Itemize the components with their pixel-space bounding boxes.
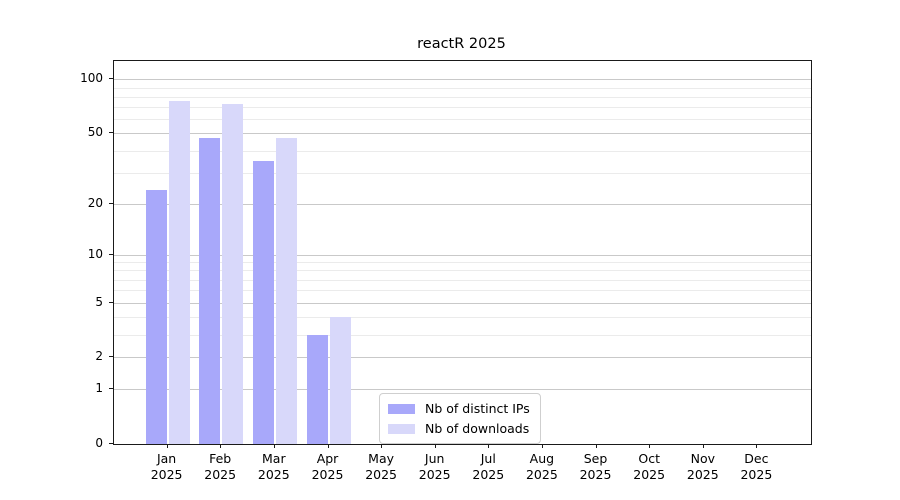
y-tick	[109, 443, 113, 444]
x-tick-label: Mar 2025	[257, 451, 290, 482]
gridline-minor	[114, 119, 811, 121]
chart-title: reactR 2025	[417, 36, 506, 52]
x-tick	[327, 444, 329, 448]
legend-item-distinct-ips: Nb of distinct IPs	[388, 401, 530, 416]
x-tick-label: Sep 2025	[579, 451, 612, 482]
x-tick-label: Feb 2025	[204, 451, 237, 482]
x-tick	[649, 444, 651, 448]
legend-label-downloads: Nb of downloads	[425, 421, 530, 436]
y-tick-label: 2	[95, 349, 103, 364]
x-tick	[541, 444, 543, 448]
legend-swatch-downloads	[388, 423, 415, 434]
x-tick-label: Dec 2025	[740, 451, 773, 482]
gridline-minor	[114, 290, 811, 292]
x-tick-label: Apr 2025	[311, 451, 344, 482]
x-tick-label: Jun 2025	[418, 451, 451, 482]
bar-downloads-feb	[222, 104, 244, 444]
gridline-major	[114, 389, 811, 391]
gridline-minor	[114, 270, 811, 272]
x-tick-label: Jan 2025	[150, 451, 183, 482]
gridline-major	[114, 79, 811, 81]
y-tick	[109, 253, 113, 255]
bar-ips-jan	[145, 189, 167, 444]
y-tick	[109, 78, 113, 80]
bar-ips-mar	[252, 160, 274, 444]
bar-ips-apr	[306, 334, 328, 444]
gridline-minor	[114, 96, 811, 98]
x-tick	[756, 444, 758, 448]
y-tick-label: 20	[87, 195, 103, 210]
gridline-minor	[114, 150, 811, 152]
x-tick-label: Nov 2025	[686, 451, 719, 482]
x-tick	[273, 444, 275, 448]
x-tick-label: May 2025	[365, 451, 397, 482]
x-tick	[434, 444, 436, 448]
y-tick	[109, 202, 113, 204]
legend-swatch-distinct-ips	[388, 403, 415, 414]
bar-downloads-jan	[168, 100, 190, 444]
y-tick	[109, 356, 113, 358]
gridline-minor	[114, 172, 811, 174]
y-tick	[109, 301, 113, 303]
y-tick	[109, 132, 113, 134]
y-tick-label: 0	[95, 436, 103, 450]
gridline-minor	[114, 107, 811, 109]
gridline-minor	[114, 316, 811, 318]
bar-downloads-apr	[329, 316, 351, 444]
gridline-major	[114, 254, 811, 256]
y-tick-label: 100	[80, 71, 103, 86]
gridline-major	[114, 133, 811, 135]
gridline-minor	[114, 262, 811, 264]
x-tick	[702, 444, 704, 448]
y-tick-label: 10	[87, 246, 103, 261]
x-tick-label: Jul 2025	[472, 451, 505, 482]
y-tick-label: 1	[95, 381, 103, 396]
y-tick	[109, 388, 113, 390]
gridline-major	[114, 203, 811, 205]
gridline-minor	[114, 334, 811, 336]
x-tick	[220, 444, 222, 448]
gridline-minor	[114, 279, 811, 281]
y-tick-label: 5	[95, 294, 103, 309]
x-tick	[166, 444, 168, 448]
gridline-minor	[114, 87, 811, 89]
x-tick	[381, 444, 383, 448]
bar-downloads-mar	[275, 138, 297, 444]
y-tick-label: 50	[87, 125, 103, 140]
legend-item-downloads: Nb of downloads	[388, 421, 530, 436]
x-tick	[595, 444, 597, 448]
gridline-major	[114, 357, 811, 359]
legend-label-distinct-ips: Nb of distinct IPs	[425, 401, 530, 416]
x-tick-label: Oct 2025	[633, 451, 666, 482]
bar-ips-feb	[199, 138, 221, 444]
x-tick-label: Aug 2025	[525, 451, 558, 482]
gridline-major	[114, 302, 811, 304]
x-tick	[488, 444, 490, 448]
legend: Nb of distinct IPs Nb of downloads	[379, 393, 541, 444]
plot-area: Nb of distinct IPs Nb of downloads	[113, 60, 812, 445]
